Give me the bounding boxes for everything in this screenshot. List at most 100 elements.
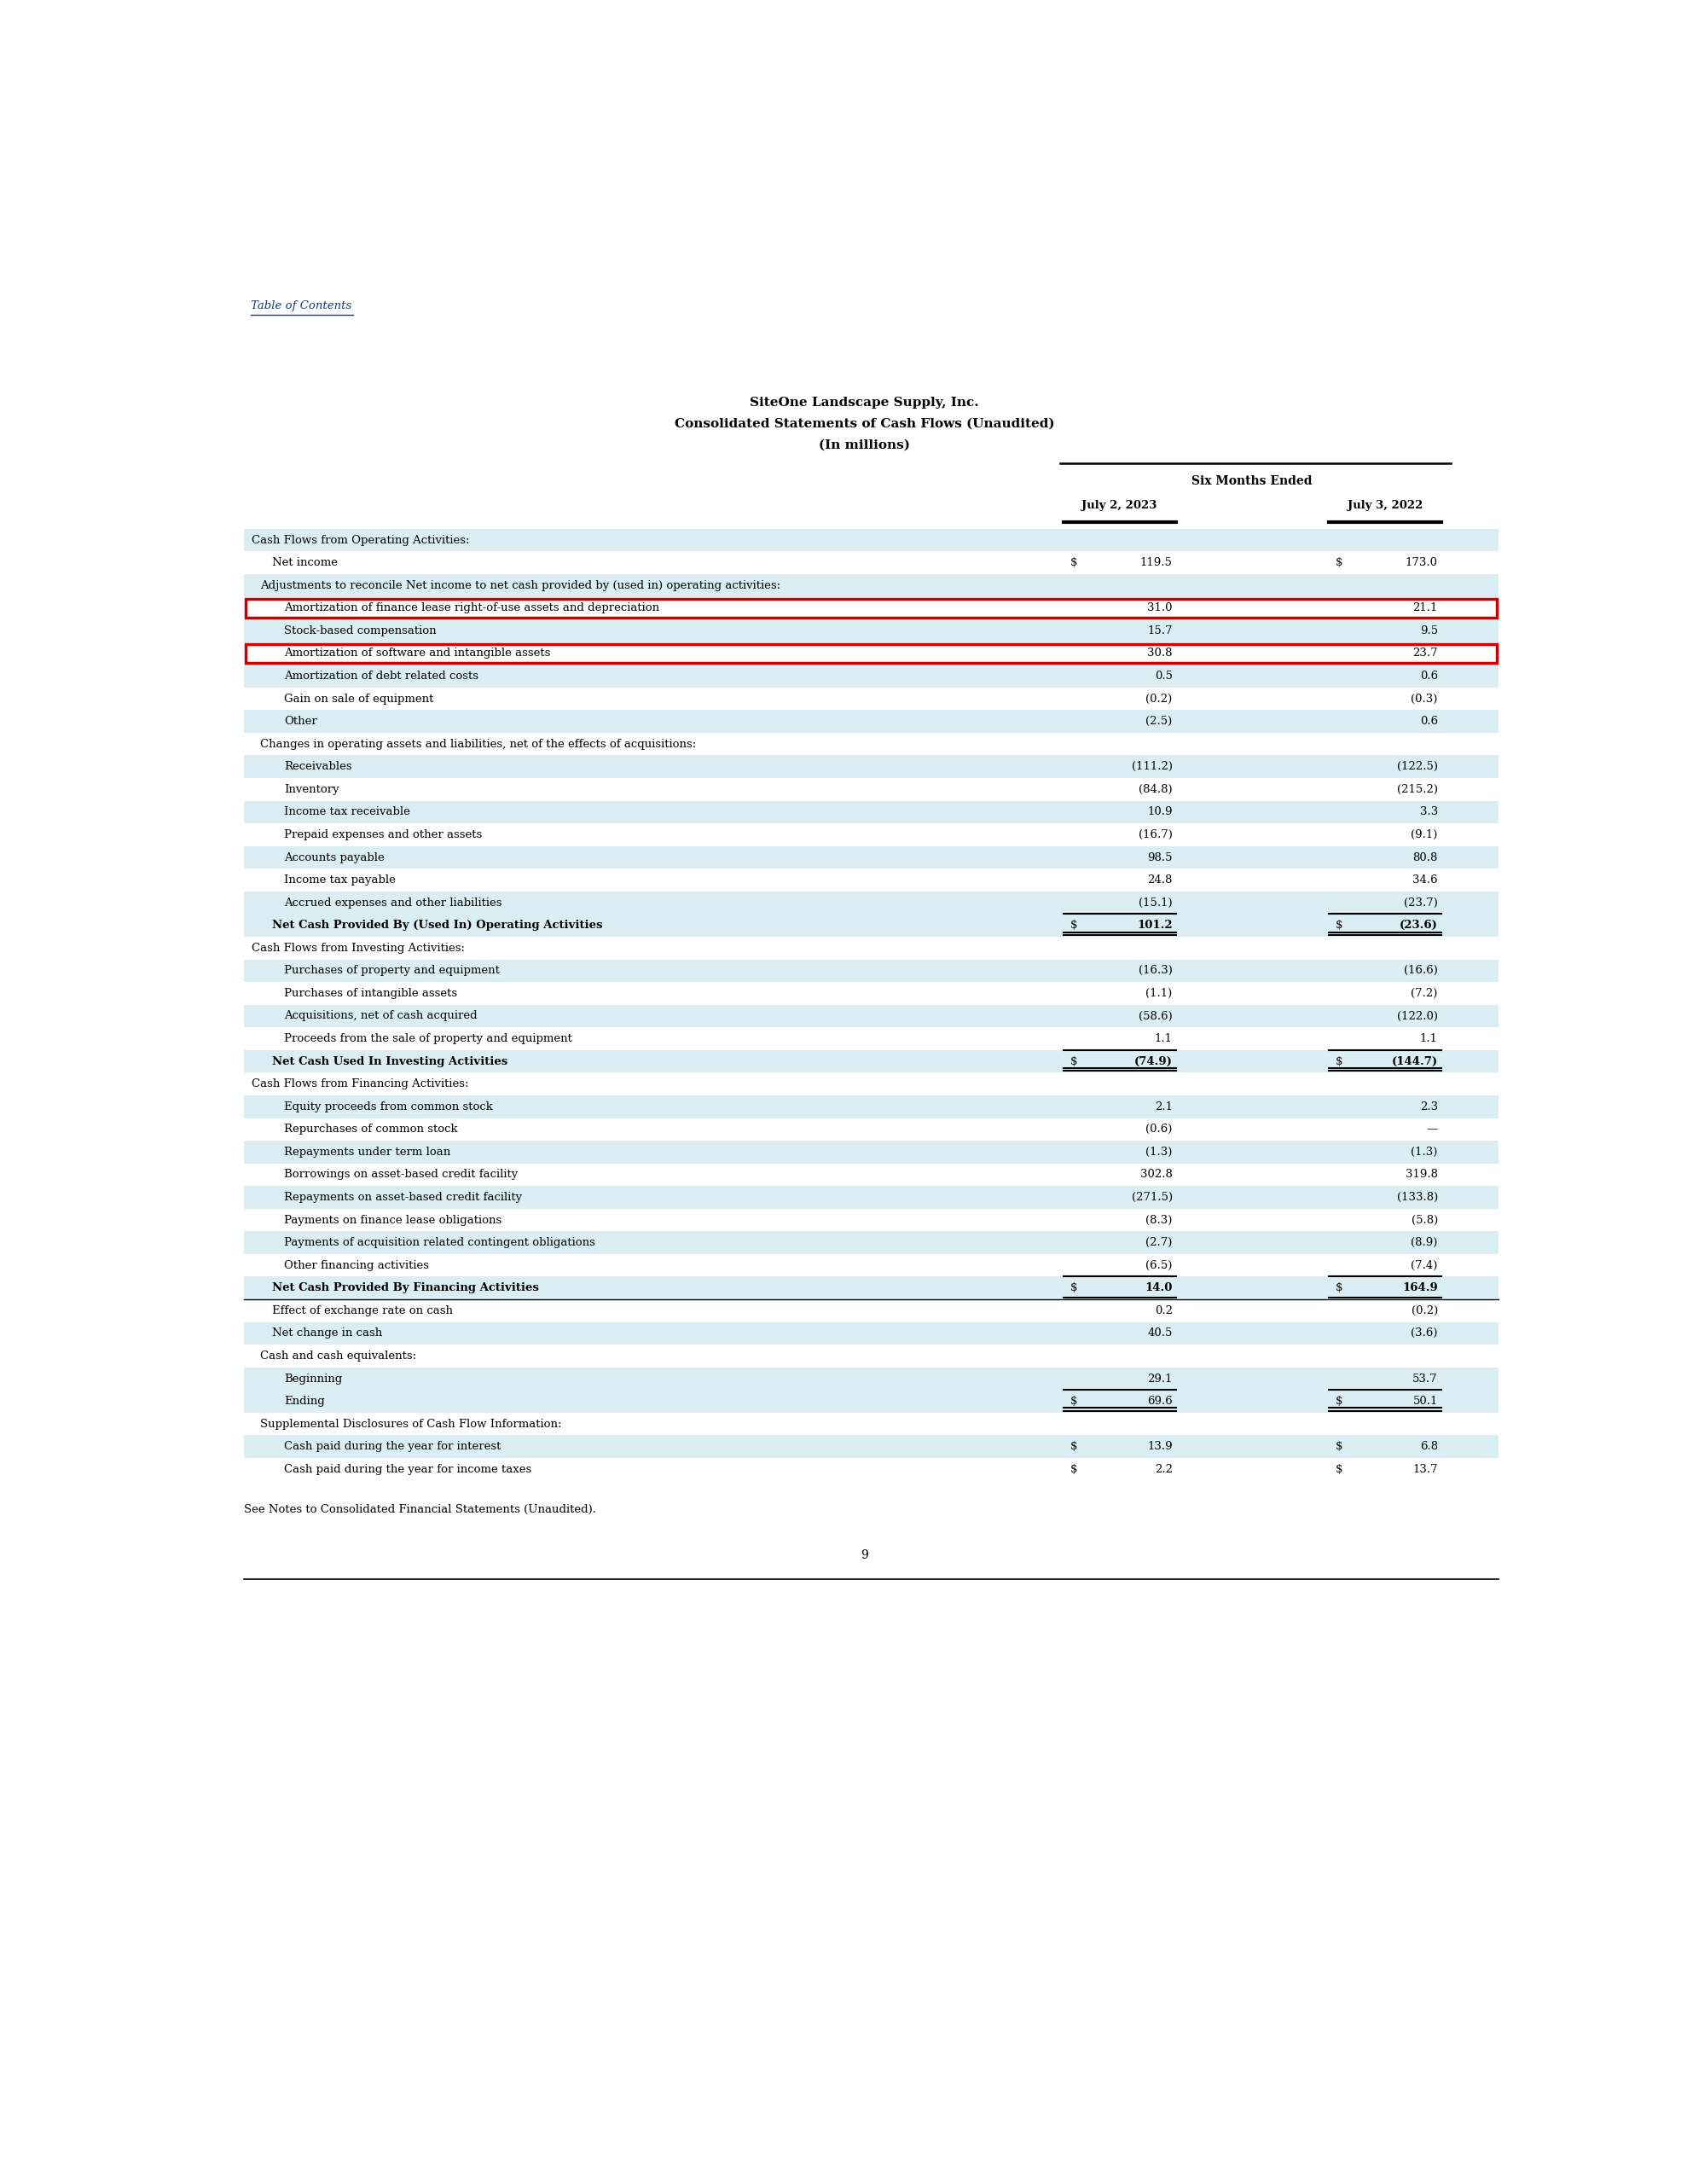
Text: (0.6): (0.6) xyxy=(1145,1125,1172,1136)
Text: Net change in cash: Net change in cash xyxy=(272,1328,383,1339)
Text: Payments on finance lease obligations: Payments on finance lease obligations xyxy=(283,1214,503,1225)
Bar xyxy=(245,778,1498,802)
Text: (2.7): (2.7) xyxy=(1145,1236,1172,1249)
Text: Ending: Ending xyxy=(283,1396,326,1406)
Text: (7.4): (7.4) xyxy=(1410,1260,1437,1271)
Bar xyxy=(245,664,1498,688)
Bar xyxy=(245,937,1498,959)
Bar xyxy=(245,1005,1498,1026)
Text: Six Months Ended: Six Months Ended xyxy=(1193,474,1312,487)
Text: (133.8): (133.8) xyxy=(1397,1192,1437,1203)
Text: (1.1): (1.1) xyxy=(1145,987,1172,998)
Bar xyxy=(245,756,1498,778)
Text: 0.5: 0.5 xyxy=(1154,670,1172,681)
Text: (16.3): (16.3) xyxy=(1139,965,1172,976)
Text: Amortization of software and intangible assets: Amortization of software and intangible … xyxy=(283,649,550,660)
Text: (271.5): (271.5) xyxy=(1132,1192,1172,1203)
Text: 101.2: 101.2 xyxy=(1137,919,1172,930)
Text: $: $ xyxy=(1070,557,1078,568)
Bar xyxy=(245,1254,1498,1278)
Bar xyxy=(245,1118,1498,1140)
Text: Net Cash Provided By (Used In) Operating Activities: Net Cash Provided By (Used In) Operating… xyxy=(272,919,602,930)
Text: (7.2): (7.2) xyxy=(1410,987,1437,998)
Text: 10.9: 10.9 xyxy=(1147,806,1172,817)
Text: Repayments under term loan: Repayments under term loan xyxy=(283,1147,450,1158)
Text: Changes in operating assets and liabilities, net of the effects of acquisitions:: Changes in operating assets and liabilit… xyxy=(260,738,697,749)
Text: 302.8: 302.8 xyxy=(1140,1168,1172,1179)
Text: (122.0): (122.0) xyxy=(1397,1011,1437,1022)
Text: $: $ xyxy=(1336,1396,1343,1406)
Text: (3.6): (3.6) xyxy=(1410,1328,1437,1339)
Text: $: $ xyxy=(1336,1282,1343,1293)
Text: Cash Flows from Investing Activities:: Cash Flows from Investing Activities: xyxy=(251,943,466,954)
Text: Cash paid during the year for income taxes: Cash paid during the year for income tax… xyxy=(283,1463,531,1474)
Text: 319.8: 319.8 xyxy=(1405,1168,1437,1179)
Text: 34.6: 34.6 xyxy=(1412,874,1437,885)
Text: Table of Contents: Table of Contents xyxy=(251,299,351,312)
Bar xyxy=(245,1413,1498,1435)
Text: (111.2): (111.2) xyxy=(1132,762,1172,773)
Text: 3.3: 3.3 xyxy=(1420,806,1437,817)
Text: $: $ xyxy=(1336,919,1343,930)
Text: 1.1: 1.1 xyxy=(1154,1033,1172,1044)
Bar xyxy=(245,596,1498,620)
Text: $: $ xyxy=(1070,1282,1078,1293)
Bar xyxy=(245,734,1498,756)
Text: Receivables: Receivables xyxy=(283,762,353,773)
Text: $: $ xyxy=(1070,919,1078,930)
Text: Beginning: Beginning xyxy=(283,1374,342,1385)
Text: 173.0: 173.0 xyxy=(1405,557,1437,568)
Text: $: $ xyxy=(1070,1396,1078,1406)
Text: Cash and cash equivalents:: Cash and cash equivalents: xyxy=(260,1350,417,1361)
Text: SiteOne Landscape Supply, Inc.: SiteOne Landscape Supply, Inc. xyxy=(751,397,978,408)
Text: Effect of exchange rate on cash: Effect of exchange rate on cash xyxy=(272,1306,454,1317)
Text: 30.8: 30.8 xyxy=(1147,649,1172,660)
Bar xyxy=(245,642,1498,664)
Text: Cash Flows from Financing Activities:: Cash Flows from Financing Activities: xyxy=(251,1079,469,1090)
Text: $: $ xyxy=(1336,1055,1343,1068)
Bar xyxy=(245,891,1498,915)
Bar xyxy=(245,1367,1498,1389)
Bar xyxy=(245,915,1498,937)
Text: $: $ xyxy=(1336,1441,1343,1452)
Text: 50.1: 50.1 xyxy=(1412,1396,1437,1406)
Text: (6.5): (6.5) xyxy=(1145,1260,1172,1271)
Text: (16.7): (16.7) xyxy=(1139,830,1172,841)
Text: (23.7): (23.7) xyxy=(1404,898,1437,909)
Text: (215.2): (215.2) xyxy=(1397,784,1437,795)
Text: Repurchases of common stock: Repurchases of common stock xyxy=(283,1125,457,1136)
Text: 9: 9 xyxy=(860,1551,869,1562)
Text: (8.3): (8.3) xyxy=(1145,1214,1172,1225)
Text: $: $ xyxy=(1070,1055,1078,1068)
Text: 0.2: 0.2 xyxy=(1154,1306,1172,1317)
Text: Adjustments to reconcile Net income to net cash provided by (used in) operating : Adjustments to reconcile Net income to n… xyxy=(260,581,781,592)
Text: (8.9): (8.9) xyxy=(1410,1236,1437,1249)
Text: (9.1): (9.1) xyxy=(1410,830,1437,841)
Text: (5.8): (5.8) xyxy=(1410,1214,1437,1225)
Text: 2.2: 2.2 xyxy=(1154,1463,1172,1474)
Text: Purchases of intangible assets: Purchases of intangible assets xyxy=(283,987,457,998)
Text: $: $ xyxy=(1336,557,1343,568)
Text: 1.1: 1.1 xyxy=(1420,1033,1437,1044)
Text: Cash Flows from Operating Activities:: Cash Flows from Operating Activities: xyxy=(251,535,469,546)
Text: 164.9: 164.9 xyxy=(1402,1282,1437,1293)
Bar xyxy=(245,1072,1498,1096)
Bar xyxy=(245,710,1498,734)
Bar xyxy=(245,1051,1498,1072)
Text: Income tax payable: Income tax payable xyxy=(283,874,396,885)
Text: 14.0: 14.0 xyxy=(1145,1282,1172,1293)
Text: 53.7: 53.7 xyxy=(1412,1374,1437,1385)
Text: Other: Other xyxy=(283,716,317,727)
Bar xyxy=(245,1278,1498,1299)
Bar xyxy=(245,1164,1498,1186)
Text: Equity proceeds from common stock: Equity proceeds from common stock xyxy=(283,1101,493,1112)
Text: (1.3): (1.3) xyxy=(1145,1147,1172,1158)
Text: Net Cash Used In Investing Activities: Net Cash Used In Investing Activities xyxy=(272,1055,508,1068)
Bar xyxy=(245,1208,1498,1232)
Text: (58.6): (58.6) xyxy=(1139,1011,1172,1022)
Text: July 2, 2023: July 2, 2023 xyxy=(1081,500,1157,511)
Bar xyxy=(245,1140,1498,1164)
Text: Acquisitions, net of cash acquired: Acquisitions, net of cash acquired xyxy=(283,1011,477,1022)
Text: 23.7: 23.7 xyxy=(1412,649,1437,660)
Bar xyxy=(246,598,1496,618)
